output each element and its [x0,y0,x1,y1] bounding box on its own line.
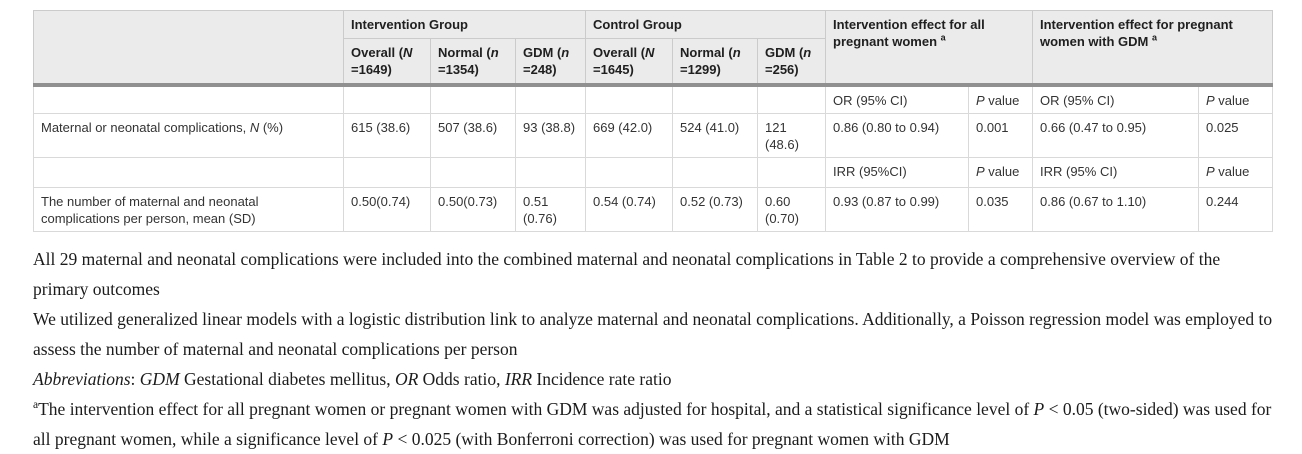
table-cell: 524 (41.0) [672,112,758,158]
empty-cell [672,156,758,188]
empty-cell [585,156,673,188]
column-subheader: Overall (N =1649) [343,38,431,85]
footnote-paragraph: Abbreviations: GDM Gestational diabetes … [33,368,672,389]
footnote-paragraph: We utilized generalized linear models wi… [33,308,1273,359]
table-cell: 615 (38.6) [343,112,431,158]
empty-cell [757,156,826,188]
table-cell: 669 (42.0) [585,112,673,158]
column-subheader: Normal (n =1354) [430,38,516,85]
outcomes-table: Intervention Group Control Group Intervent… [33,10,1274,232]
table-cell: P value [968,82,1033,114]
table-cell: 121 (48.6) [757,112,826,158]
column-group-header: Intervention effect for pregnant women w… [1031,10,1274,85]
footnote-paragraph: aThe intervention effect for all pregnan… [33,398,1272,449]
table-cell: 0.51 (0.76) [515,186,586,232]
empty-cell [430,82,516,114]
table-cell: 0.52 (0.73) [672,186,758,232]
table-row: IRR (95%CI) P value IRR (95% CI) P value [33,156,1274,188]
table-row: The number of maternal and neonatal comp… [33,186,1274,232]
table-cell: P value [968,156,1033,188]
table-cell: 0.50(0.74) [343,186,431,232]
empty-cell [343,156,431,188]
empty-cell [585,82,673,114]
empty-cell [343,82,431,114]
column-group-header: Intervention Group [343,10,586,39]
table-cell: 0.66 (0.47 to 0.95) [1032,112,1199,158]
table-cell: IRR (95% CI) [1032,156,1199,188]
table-cell: P value [1197,82,1274,114]
column-group-header: Control Group [585,10,826,39]
column-subheader: Normal (n =1299) [672,38,758,85]
table-cell: IRR (95%CI) [825,156,969,188]
row-label: The number of maternal and neonatal comp… [33,186,344,232]
corner-cell [33,10,344,85]
table-cell: 93 (38.8) [515,112,586,158]
column-group-header: Intervention effect for all pregnant wom… [825,10,1033,85]
table-cell: 507 (38.6) [430,112,516,158]
table-cell: P value [1197,156,1274,188]
empty-cell [757,82,826,114]
table-row: OR (95% CI) P value OR (95% CI) P value [33,82,1274,114]
table-cell: 0.50(0.73) [430,186,516,232]
table-cell: 0.025 [1197,112,1274,158]
table-cell: 0.001 [968,112,1033,158]
table-cell: 0.93 (0.87 to 0.99) [825,186,969,232]
table-footnotes: All 29 maternal and neonatal complicatio… [33,244,1273,454]
table-cell: 0.86 (0.67 to 1.10) [1032,186,1199,232]
empty-cell [515,82,586,114]
table-cell: 0.035 [968,186,1033,232]
footnote-paragraph: All 29 maternal and neonatal complicatio… [33,248,1221,299]
table-cell: 0.86 (0.80 to 0.94) [825,112,969,158]
table-cell: 0.54 (0.74) [585,186,673,232]
column-subheader: Overall (N =1645) [585,38,673,85]
table-row: Maternal or neonatal complications, N (%… [33,112,1274,158]
row-label: Maternal or neonatal complications, N (%… [33,112,344,158]
empty-label-cell [33,82,344,114]
column-subheader: GDM (n =256) [757,38,826,85]
table-cell: OR (95% CI) [825,82,969,114]
table-cell: 0.60 (0.70) [757,186,826,232]
empty-label-cell [33,156,344,188]
table-cell: 0.244 [1197,186,1274,232]
empty-cell [430,156,516,188]
empty-cell [515,156,586,188]
column-subheader: GDM (n =248) [515,38,586,85]
table-cell: OR (95% CI) [1032,82,1199,114]
empty-cell [672,82,758,114]
